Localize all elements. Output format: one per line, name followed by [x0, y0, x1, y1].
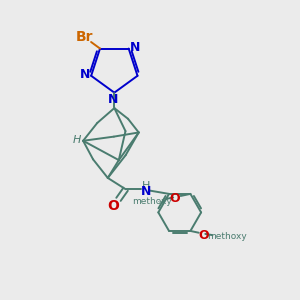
Text: N: N [141, 185, 152, 198]
Text: N: N [108, 93, 118, 106]
Text: methoxy: methoxy [133, 196, 172, 206]
Text: H: H [142, 181, 151, 191]
Text: methoxy: methoxy [158, 200, 164, 202]
Text: N: N [130, 40, 140, 54]
Text: methoxy: methoxy [207, 232, 247, 241]
Text: O: O [169, 191, 180, 205]
Text: H: H [72, 135, 81, 145]
Text: Br: Br [76, 30, 93, 44]
Text: N: N [80, 68, 90, 81]
Text: O: O [107, 200, 119, 214]
Text: O: O [199, 229, 209, 242]
